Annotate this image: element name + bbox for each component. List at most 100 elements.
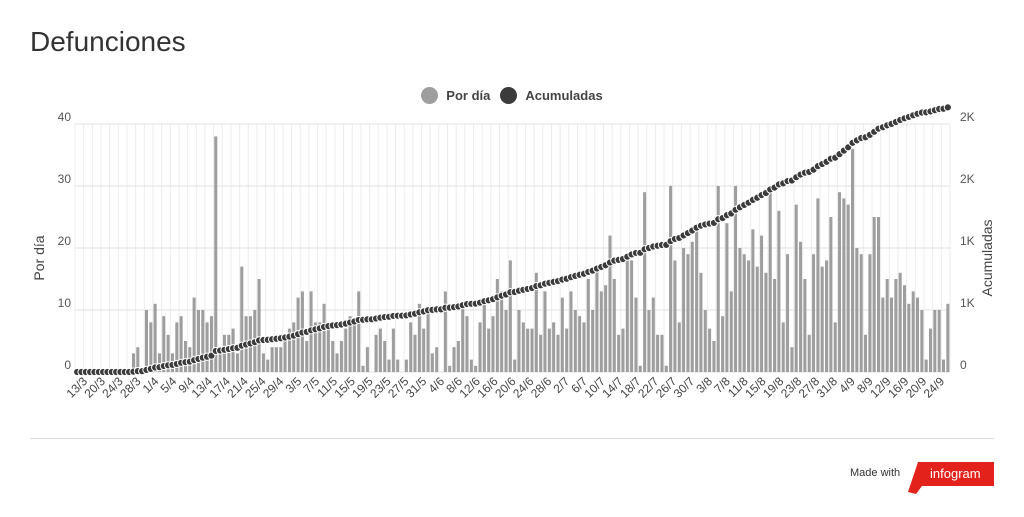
bar — [742, 254, 746, 372]
bar — [261, 353, 265, 372]
y-left-axis-label: Por día — [31, 235, 47, 280]
bar — [712, 341, 716, 372]
bar — [448, 365, 452, 372]
bar — [790, 347, 794, 372]
bar — [539, 334, 543, 372]
bar — [456, 341, 460, 372]
bar — [547, 328, 551, 372]
legend-label-por-dia: Por día — [446, 88, 491, 103]
legend-item-acumuladas[interactable]: Acumuladas — [500, 87, 603, 104]
bar — [872, 217, 876, 372]
bar — [149, 322, 153, 372]
bar — [842, 198, 846, 372]
bar — [487, 328, 491, 372]
bar — [816, 198, 820, 372]
bar — [898, 272, 902, 372]
bar — [799, 241, 803, 372]
y-left-tick-label: 20 — [58, 234, 72, 248]
infogram-logo[interactable] — [908, 462, 994, 494]
bar — [677, 322, 681, 372]
bar — [283, 334, 287, 372]
bar — [396, 359, 400, 372]
bar — [339, 341, 343, 372]
bar — [235, 353, 239, 372]
circle-icon — [500, 87, 518, 104]
bar — [820, 266, 824, 372]
bar — [153, 303, 157, 372]
bar — [855, 248, 859, 372]
bar — [747, 260, 751, 372]
bar — [513, 359, 517, 372]
bar — [205, 322, 209, 372]
bar — [318, 322, 322, 372]
circle-icon — [421, 87, 439, 104]
bar — [209, 316, 213, 372]
bar — [738, 248, 742, 372]
y-right-tick-label: 2K — [960, 172, 975, 186]
y-right-tick-label: 0 — [960, 358, 967, 372]
bar — [521, 322, 525, 372]
bar — [721, 316, 725, 372]
bar — [569, 291, 573, 372]
bar — [508, 260, 512, 372]
bar — [634, 297, 638, 372]
bar — [426, 310, 430, 372]
bar — [651, 297, 655, 372]
bar — [192, 297, 196, 372]
bar — [344, 328, 348, 372]
bar — [305, 341, 309, 372]
bar — [435, 347, 439, 372]
bar — [764, 272, 768, 372]
bar — [270, 347, 274, 372]
bar — [625, 254, 629, 372]
bar — [734, 186, 738, 372]
bar — [452, 347, 456, 372]
bar — [287, 328, 291, 372]
bar — [859, 254, 863, 372]
bar — [825, 260, 829, 372]
logo-shape — [908, 462, 994, 494]
bar — [716, 186, 720, 372]
bar — [768, 192, 772, 372]
bar — [699, 272, 703, 372]
bar — [890, 297, 894, 372]
bar — [920, 310, 924, 372]
bar — [391, 328, 395, 372]
y-left-tick-label: 10 — [58, 296, 72, 310]
legend-item-por-dia[interactable]: Por día — [421, 87, 490, 104]
bar — [478, 322, 482, 372]
bar — [751, 229, 755, 372]
bar — [196, 310, 200, 372]
legend-label-acumuladas: Acumuladas — [525, 88, 603, 103]
bar — [378, 328, 382, 372]
bar — [409, 322, 413, 372]
bar — [565, 328, 569, 372]
y-right-tick-label: 1K — [960, 296, 975, 310]
bar — [335, 353, 339, 372]
bar — [430, 353, 434, 372]
bar — [885, 279, 889, 372]
bar — [136, 347, 140, 372]
bar — [443, 291, 447, 372]
bar — [352, 322, 356, 372]
bar — [894, 279, 898, 372]
bar — [686, 254, 690, 372]
bar — [413, 334, 417, 372]
bar — [374, 334, 378, 372]
bar — [647, 310, 651, 372]
bar — [201, 310, 205, 372]
bar — [322, 303, 326, 372]
bar — [131, 353, 135, 372]
bar — [482, 297, 486, 372]
bar — [461, 303, 465, 372]
bar — [313, 322, 317, 372]
bar — [794, 204, 798, 372]
bar — [617, 334, 621, 372]
bar — [500, 291, 504, 372]
bar — [591, 310, 595, 372]
bar — [556, 334, 560, 372]
bar — [162, 316, 166, 372]
bar — [608, 235, 612, 372]
bar — [257, 279, 261, 372]
bar — [387, 359, 391, 372]
